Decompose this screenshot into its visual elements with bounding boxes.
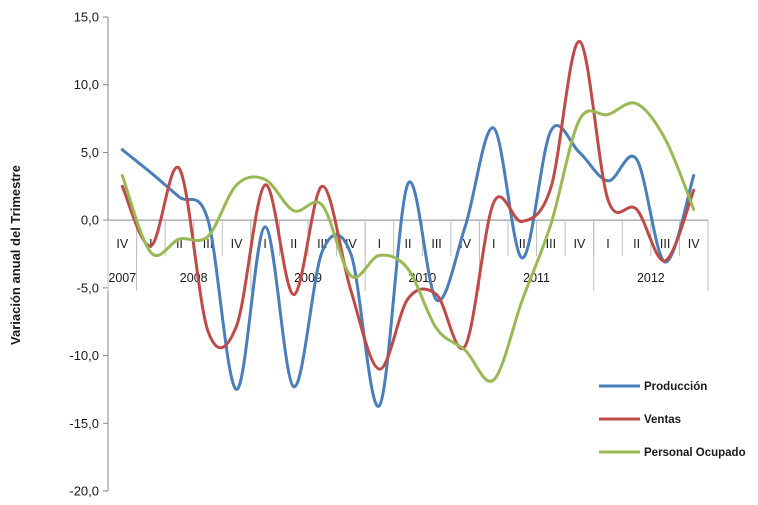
quarter-label: II [519,237,526,251]
quarter-label: II [405,237,412,251]
quarter-label: IV [231,237,243,251]
year-label: 2012 [637,271,665,285]
legend-label-ventas: Ventas [644,414,681,426]
quarter-label: IV [116,237,128,251]
quarter-label: III [431,237,441,251]
quarter-label: IV [688,237,700,251]
series-line-ventas [120,39,696,371]
y-tick-label: 0,0 [81,213,99,228]
legend-label-personal-ocupado: Personal Ocupado [644,447,746,459]
y-tick-label: -10,0 [69,348,99,363]
quarter-label: III [317,237,327,251]
quarter-label: II [176,237,183,251]
quarter-label: III [660,237,670,251]
year-label: 2011 [523,271,550,285]
y-tick-label: 15,0 [74,10,99,25]
quarter-label: II [290,237,297,251]
quarter-label: III [546,237,556,251]
year-label: 2008 [180,271,208,285]
legend-label-producci-n: Producción [644,381,707,393]
series-line-producci-n [120,123,696,408]
series-layer [120,39,696,408]
quarter-label: I [263,237,266,251]
y-tick-label: -15,0 [69,416,99,431]
y-tick-label: -20,0 [69,484,99,499]
quarter-label: IV [574,237,586,251]
quarter-label: III [203,237,213,251]
y-axis: 15,0 10,0 5,0 0,0 -5,0 -10,0 -15,0 -20,0 [69,10,109,499]
year-label: 2007 [108,271,136,285]
y-tick-label: -5,0 [77,280,99,295]
y-tick-label: 5,0 [81,145,99,160]
y-tick-label: 10,0 [74,77,99,92]
quarter-label: I [606,237,609,251]
quarter-label: II [633,237,640,251]
legend: Producción Ventas Personal Ocupado [599,381,746,459]
series-line-personal-ocupado [120,101,696,383]
quarter-label: I [492,237,495,251]
y-axis-title: Variación anual del Trimestre [8,165,23,345]
quarter-label: I [149,237,152,251]
quarter-label: I [378,237,381,251]
